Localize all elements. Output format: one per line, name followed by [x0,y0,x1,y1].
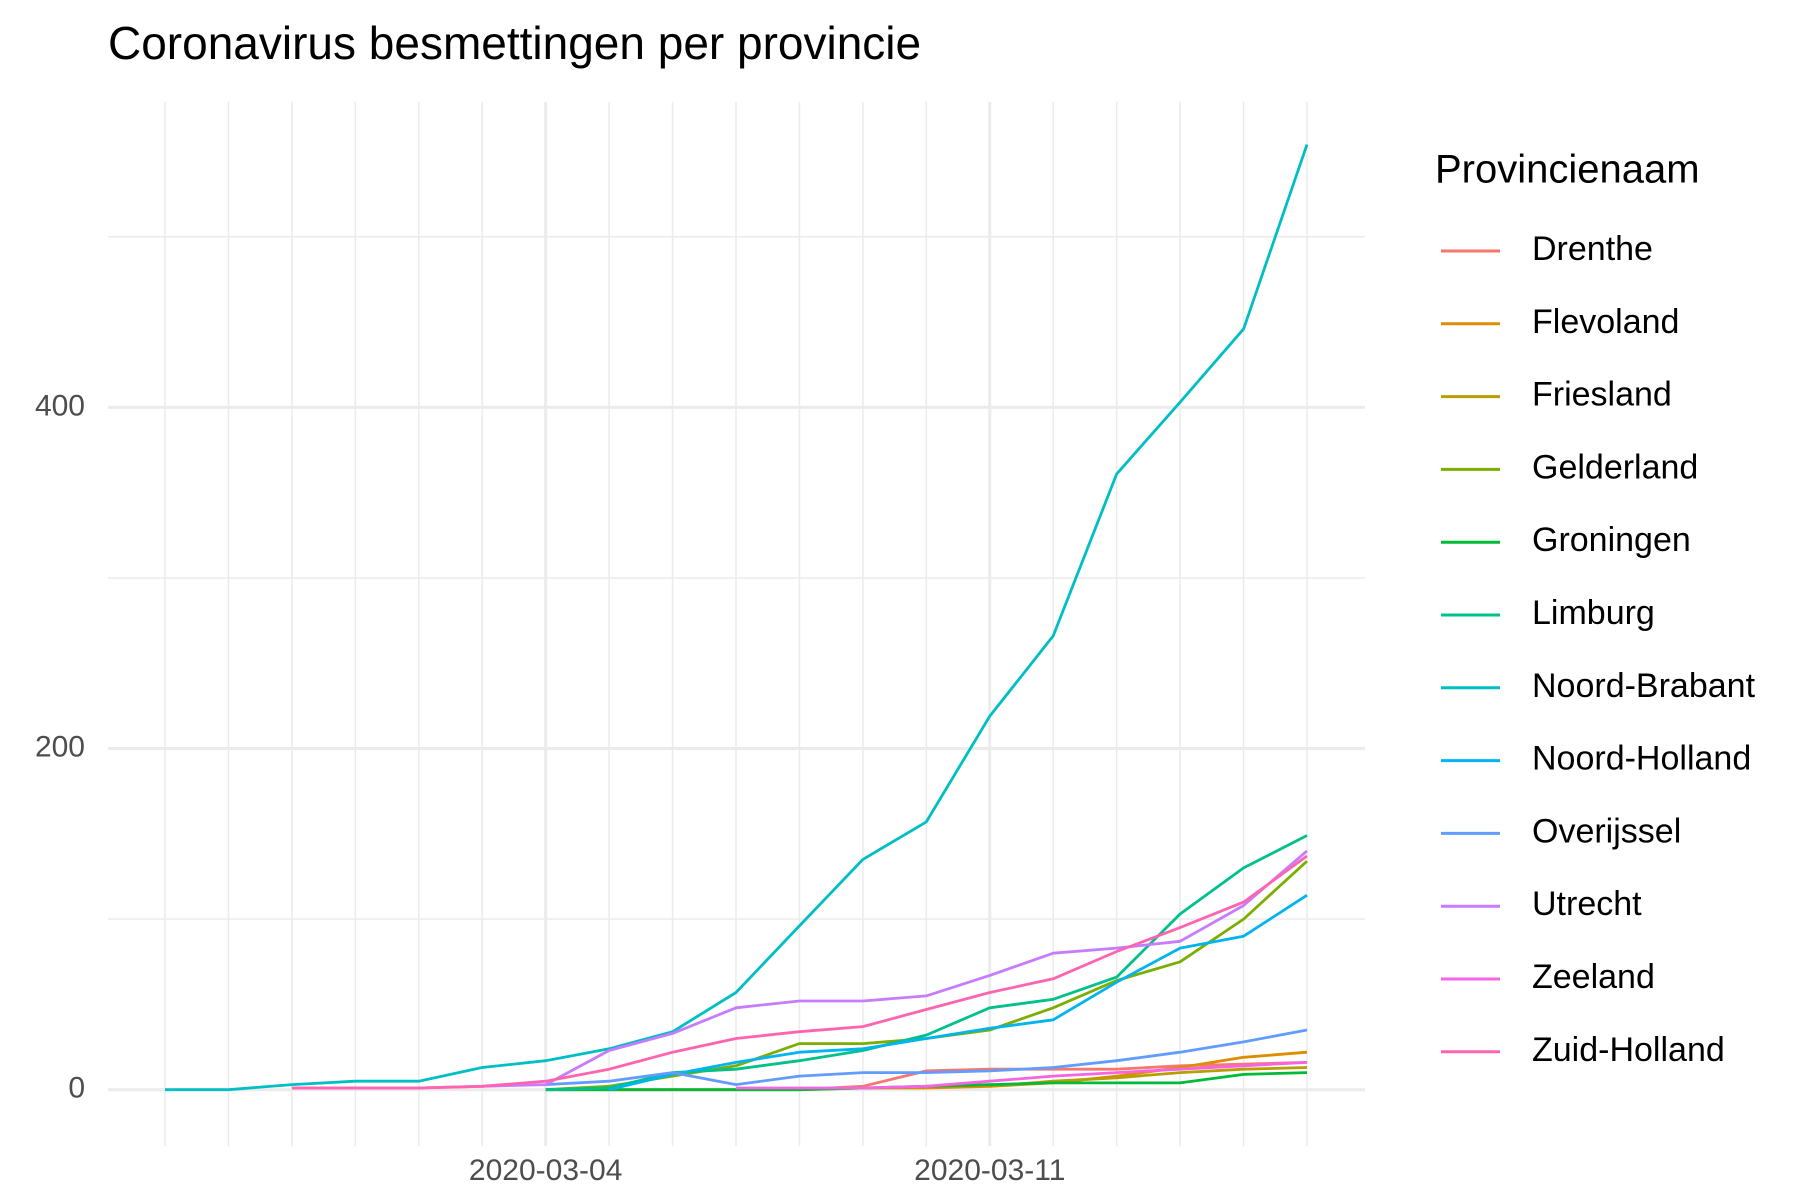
legend-label: Noord-Holland [1532,740,1751,778]
legend-title: Provincienaam [1435,148,1700,192]
x-tick-label: 2020-03-11 [914,1154,1065,1187]
legend-label: Gelderland [1532,448,1698,486]
legend-label: Drenthe [1532,230,1653,268]
legend-label: Limburg [1532,594,1655,632]
series-line [608,894,1308,1092]
y-tick-label: 0 [68,1072,85,1105]
legend-label: Zeeland [1532,958,1655,996]
series-line [736,1061,1308,1090]
legend-label: Zuid-Holland [1532,1031,1725,1069]
y-tick-label: 400 [35,389,85,422]
series-line [545,1028,1308,1086]
legend-label: Overijssel [1532,812,1681,850]
y-tick-label: 200 [35,730,85,763]
chart-title: Coronavirus besmettingen per provincie [108,17,921,69]
legend-label: Noord-Brabant [1532,667,1756,705]
series-line [799,1061,1308,1092]
legend-label: Utrecht [1532,885,1642,923]
legend-label: Flevoland [1532,303,1679,341]
legend-label: Groningen [1532,521,1691,559]
legend-label: Friesland [1532,376,1672,414]
series-line [291,854,1308,1090]
x-tick-label: 2020-03-04 [469,1154,622,1187]
series-line [165,144,1309,1092]
